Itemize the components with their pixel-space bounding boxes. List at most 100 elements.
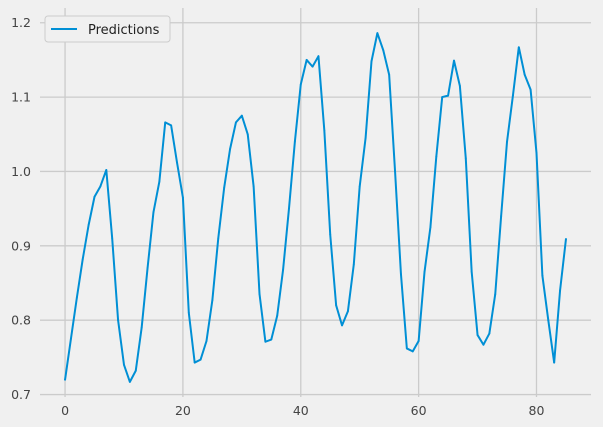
data-point — [376, 32, 379, 35]
data-point — [405, 347, 408, 350]
data-point — [246, 133, 249, 136]
data-point — [458, 85, 461, 87]
data-point — [335, 304, 338, 307]
data-point — [176, 161, 178, 164]
data-point — [453, 59, 455, 62]
data-point — [111, 237, 114, 240]
data-point — [99, 185, 102, 188]
data-point — [276, 314, 279, 317]
data-point — [347, 310, 349, 313]
data-point — [128, 381, 131, 383]
data-point — [429, 226, 432, 229]
data-point — [93, 195, 96, 198]
y-tick-label: 1.0 — [11, 164, 31, 179]
legend-box — [44, 15, 171, 43]
data-point — [140, 326, 143, 329]
data-point — [559, 289, 561, 292]
y-tick-label: 0.9 — [11, 238, 31, 253]
data-point — [423, 270, 426, 273]
data-point — [158, 180, 161, 183]
data-point — [211, 299, 214, 302]
tick-labels: 0.7 0.8 0.9 1.0 1.1 1.2 0 20 40 60 80 — [11, 15, 544, 418]
data-point — [565, 238, 567, 241]
x-tick-label: 80 — [529, 403, 545, 418]
data-point — [258, 293, 261, 296]
data-point — [264, 340, 267, 343]
data-point — [81, 258, 84, 261]
y-tick-label: 1.1 — [11, 90, 31, 105]
legend: Predictions — [44, 15, 171, 43]
y-tick-label: 0.7 — [11, 387, 31, 402]
data-point — [105, 169, 108, 171]
data-point — [400, 273, 402, 275]
data-point — [388, 73, 391, 76]
x-tick-label: 40 — [293, 403, 309, 418]
data-point — [547, 319, 550, 322]
data-point — [87, 224, 90, 226]
data-point — [182, 196, 184, 199]
data-point — [199, 358, 202, 361]
data-point — [553, 361, 556, 364]
data-point — [311, 65, 314, 68]
grid — [40, 8, 591, 397]
data-point — [482, 343, 485, 346]
data-point — [370, 60, 373, 63]
data-point — [293, 140, 296, 143]
data-point — [235, 121, 237, 124]
data-point — [117, 319, 119, 322]
data-point — [494, 293, 497, 296]
data-point — [417, 340, 420, 342]
x-tick-label: 0 — [61, 403, 69, 418]
data-point — [523, 73, 526, 76]
series-layer — [64, 32, 567, 383]
data-point — [317, 55, 320, 58]
y-tick-label: 0.8 — [11, 313, 31, 328]
data-point — [541, 274, 544, 277]
data-point — [364, 137, 367, 139]
data-point — [512, 94, 514, 97]
data-point — [170, 124, 173, 127]
data-point — [193, 361, 196, 364]
data-point — [411, 350, 414, 353]
data-point — [476, 334, 479, 336]
data-point — [464, 157, 467, 159]
data-point — [123, 363, 125, 366]
data-point — [323, 129, 326, 132]
data-point — [394, 170, 396, 173]
data-point — [152, 211, 155, 214]
data-point — [500, 215, 503, 217]
data-point — [352, 263, 355, 266]
data-point — [329, 233, 332, 236]
data-point — [535, 151, 538, 154]
data-point — [435, 155, 438, 158]
data-point — [64, 378, 66, 381]
data-point — [70, 337, 72, 340]
data-point — [382, 49, 385, 52]
data-point — [270, 338, 273, 341]
data-point — [506, 140, 508, 143]
data-point — [441, 96, 444, 98]
data-point — [146, 267, 149, 270]
data-point — [282, 268, 284, 271]
data-point — [205, 340, 208, 342]
legend-label: Predictions — [88, 23, 160, 38]
data-point — [223, 186, 226, 189]
data-point — [229, 148, 231, 151]
x-tick-label: 20 — [175, 403, 191, 418]
data-point — [164, 121, 167, 124]
data-point — [75, 296, 78, 299]
data-point — [470, 270, 473, 273]
data-point — [288, 207, 290, 210]
series-line — [64, 32, 567, 383]
data-point — [341, 324, 343, 327]
data-point — [358, 185, 361, 188]
data-point — [252, 185, 255, 188]
data-point — [217, 237, 220, 240]
data-point — [299, 83, 302, 86]
data-point — [529, 88, 532, 91]
data-point — [305, 59, 308, 61]
data-point — [134, 369, 137, 372]
data-point — [447, 94, 449, 97]
data-point — [517, 46, 520, 49]
